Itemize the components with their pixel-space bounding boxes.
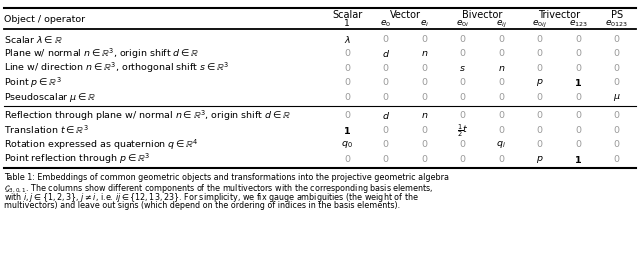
Text: 0: 0 bbox=[575, 64, 581, 73]
Text: $e_i$: $e_i$ bbox=[420, 19, 429, 29]
Text: 0: 0 bbox=[537, 140, 543, 149]
Text: 0: 0 bbox=[575, 126, 581, 135]
Text: 0: 0 bbox=[537, 126, 543, 135]
Text: 0: 0 bbox=[460, 35, 466, 44]
Text: $\mu$: $\mu$ bbox=[613, 92, 621, 103]
Text: 0: 0 bbox=[614, 140, 620, 149]
Text: $e_0$: $e_0$ bbox=[380, 19, 391, 29]
Text: 0: 0 bbox=[460, 78, 466, 87]
Text: 0: 0 bbox=[614, 111, 620, 120]
Text: $e_{0ij}$: $e_{0ij}$ bbox=[532, 18, 547, 30]
Text: 0: 0 bbox=[383, 140, 388, 149]
Text: 0: 0 bbox=[614, 78, 620, 87]
Text: Scalar $\lambda \in \mathbb{R}$: Scalar $\lambda \in \mathbb{R}$ bbox=[4, 34, 63, 45]
Text: 0: 0 bbox=[460, 140, 466, 149]
Text: $\lambda$: $\lambda$ bbox=[344, 34, 351, 45]
Text: $d$: $d$ bbox=[381, 110, 390, 121]
Text: Line w/ direction $n \in \mathbb{R}^3$, orthogonal shift $s \in \mathbb{R}^3$: Line w/ direction $n \in \mathbb{R}^3$, … bbox=[4, 61, 229, 75]
Text: 0: 0 bbox=[614, 126, 620, 135]
Text: 1: 1 bbox=[344, 20, 350, 29]
Text: 0: 0 bbox=[499, 35, 504, 44]
Text: 0: 0 bbox=[421, 78, 428, 87]
Text: $n$: $n$ bbox=[420, 111, 428, 120]
Text: $s$: $s$ bbox=[460, 64, 466, 73]
Text: 0: 0 bbox=[499, 126, 504, 135]
Text: Scalar: Scalar bbox=[332, 10, 362, 20]
Text: 0: 0 bbox=[383, 35, 388, 44]
Text: 0: 0 bbox=[537, 64, 543, 73]
Text: with $i, j \in \{1, 2, 3\}$, $j \neq i$, i.e. $ij \in \{12, 13, 23\}$. For simpl: with $i, j \in \{1, 2, 3\}$, $j \neq i$,… bbox=[4, 192, 419, 204]
Text: 0: 0 bbox=[575, 49, 581, 58]
Text: 0: 0 bbox=[344, 49, 350, 58]
Text: 0: 0 bbox=[460, 111, 466, 120]
Text: 0: 0 bbox=[344, 93, 350, 102]
Text: 0: 0 bbox=[421, 35, 428, 44]
Text: Plane w/ normal $n \in \mathbb{R}^3$, origin shift $d \in \mathbb{R}$: Plane w/ normal $n \in \mathbb{R}^3$, or… bbox=[4, 46, 200, 61]
Text: Vector: Vector bbox=[390, 10, 420, 20]
Text: 0: 0 bbox=[614, 64, 620, 73]
Text: $d$: $d$ bbox=[381, 48, 390, 59]
Text: 0: 0 bbox=[383, 126, 388, 135]
Text: Trivector: Trivector bbox=[538, 10, 580, 20]
Text: $q_0$: $q_0$ bbox=[341, 139, 353, 150]
Text: 0: 0 bbox=[537, 111, 543, 120]
Text: 0: 0 bbox=[383, 64, 388, 73]
Text: $\mathbf{1}$: $\mathbf{1}$ bbox=[574, 154, 582, 165]
Text: $n$: $n$ bbox=[420, 49, 428, 58]
Text: 0: 0 bbox=[537, 35, 543, 44]
Text: 0: 0 bbox=[499, 155, 504, 164]
Text: $\mathbf{1}$: $\mathbf{1}$ bbox=[574, 77, 582, 88]
Text: 0: 0 bbox=[614, 35, 620, 44]
Text: $\mathbf{1}$: $\mathbf{1}$ bbox=[343, 125, 351, 136]
Text: 0: 0 bbox=[344, 111, 350, 120]
Text: Reflection through plane w/ normal $n \in \mathbb{R}^3$, origin shift $d \in \ma: Reflection through plane w/ normal $n \i… bbox=[4, 108, 291, 123]
Text: 0: 0 bbox=[421, 93, 428, 102]
Text: Rotation expressed as quaternion $q \in \mathbb{R}^4$: Rotation expressed as quaternion $q \in … bbox=[4, 137, 199, 152]
Text: 0: 0 bbox=[614, 49, 620, 58]
Text: multivectors) and leave out signs (which depend on the ordering of indices in th: multivectors) and leave out signs (which… bbox=[4, 201, 400, 210]
Text: 0: 0 bbox=[499, 49, 504, 58]
Text: 0: 0 bbox=[421, 155, 428, 164]
Text: 0: 0 bbox=[537, 93, 543, 102]
Text: 0: 0 bbox=[421, 126, 428, 135]
Text: $e_{ij}$: $e_{ij}$ bbox=[496, 18, 507, 30]
Text: 0: 0 bbox=[575, 35, 581, 44]
Text: $\frac{1}{2}t$: $\frac{1}{2}t$ bbox=[457, 122, 468, 139]
Text: 0: 0 bbox=[537, 49, 543, 58]
Text: 0: 0 bbox=[575, 111, 581, 120]
Text: Translation $t \in \mathbb{R}^3$: Translation $t \in \mathbb{R}^3$ bbox=[4, 124, 89, 136]
Text: Object / operator: Object / operator bbox=[4, 15, 85, 24]
Text: 0: 0 bbox=[460, 93, 466, 102]
Text: $p$: $p$ bbox=[536, 77, 543, 88]
Text: 0: 0 bbox=[383, 93, 388, 102]
Text: 0: 0 bbox=[344, 155, 350, 164]
Text: $q_i$: $q_i$ bbox=[497, 139, 506, 150]
Text: $e_{0i}$: $e_{0i}$ bbox=[456, 19, 469, 29]
Text: 0: 0 bbox=[575, 93, 581, 102]
Text: 0: 0 bbox=[499, 78, 504, 87]
Text: $e_{123}$: $e_{123}$ bbox=[569, 19, 588, 29]
Text: 0: 0 bbox=[344, 78, 350, 87]
Text: Point $p \in \mathbb{R}^3$: Point $p \in \mathbb{R}^3$ bbox=[4, 75, 61, 90]
Text: Bivector: Bivector bbox=[462, 10, 502, 20]
Text: 0: 0 bbox=[499, 111, 504, 120]
Text: $p$: $p$ bbox=[536, 154, 543, 165]
Text: 0: 0 bbox=[499, 93, 504, 102]
Text: $e_{0123}$: $e_{0123}$ bbox=[605, 19, 628, 29]
Text: Table 1: Embeddings of common geometric objects and transformations into the pro: Table 1: Embeddings of common geometric … bbox=[4, 172, 449, 181]
Text: Pseudoscalar $\mu \in \mathbb{R}$: Pseudoscalar $\mu \in \mathbb{R}$ bbox=[4, 91, 96, 104]
Text: 0: 0 bbox=[383, 155, 388, 164]
Text: 0: 0 bbox=[614, 155, 620, 164]
Text: $\mathcal{G}_{3,0,1}$. The columns show different components of the multivectors: $\mathcal{G}_{3,0,1}$. The columns show … bbox=[4, 182, 433, 195]
Text: 0: 0 bbox=[421, 64, 428, 73]
Text: 0: 0 bbox=[460, 49, 466, 58]
Text: $n$: $n$ bbox=[497, 64, 505, 73]
Text: 0: 0 bbox=[383, 78, 388, 87]
Text: PS: PS bbox=[611, 10, 623, 20]
Text: 0: 0 bbox=[460, 155, 466, 164]
Text: 0: 0 bbox=[575, 140, 581, 149]
Text: 0: 0 bbox=[344, 64, 350, 73]
Text: 0: 0 bbox=[421, 140, 428, 149]
Text: Point reflection through $p \in \mathbb{R}^3$: Point reflection through $p \in \mathbb{… bbox=[4, 152, 150, 166]
